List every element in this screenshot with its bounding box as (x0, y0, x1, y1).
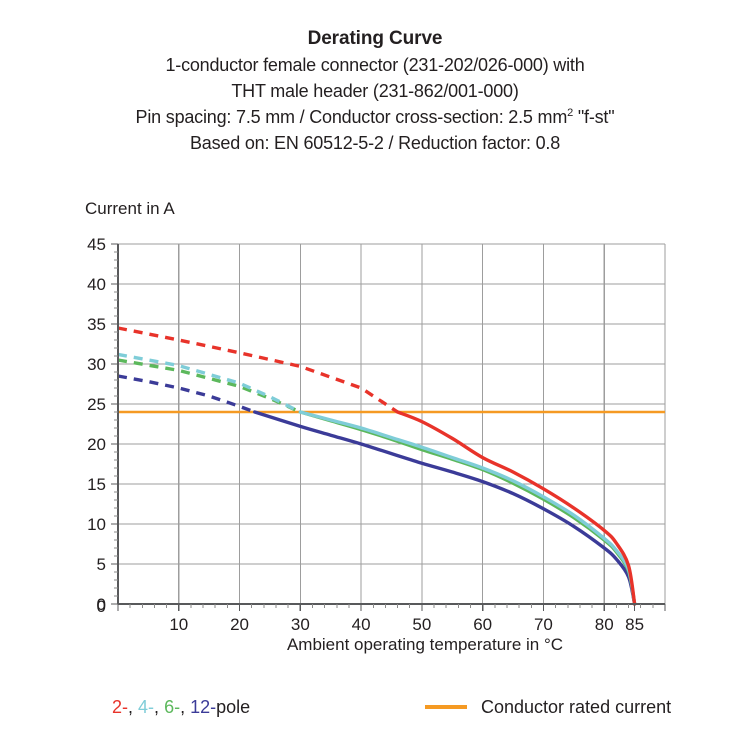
legend-pole-6: 6- (164, 697, 181, 717)
y-axis-label: Current in A (85, 199, 175, 218)
legend-pole-suffix: pole (216, 697, 251, 717)
series-solid-4-pole (298, 410, 637, 606)
x-tick-label: 70 (534, 615, 553, 634)
page-title: Derating Curve (307, 28, 443, 49)
legend-rated-current: Conductor rated current (425, 694, 671, 720)
series-dashed-4-pole (117, 352, 302, 414)
x-tick-label: 85 (625, 615, 644, 634)
y-tick-label: 40 (87, 275, 106, 294)
legend-poles: 2-, 4-, 6-, 12-pole (112, 694, 250, 720)
x-tick-label: 40 (352, 615, 371, 634)
title-line-2: 1-conductor female connector (231-202/02… (165, 55, 585, 75)
chart-title-block: Derating Curve 1-conductor female connec… (0, 26, 750, 156)
legend-pole-2: 2- (112, 697, 129, 717)
axis-layer (111, 243, 666, 611)
y-tick-label: 25 (87, 395, 106, 414)
title-line-3: THT male header (231-862/001-000) (231, 81, 519, 101)
y-tick-label: 10 (87, 515, 106, 534)
y-tick-label: 45 (87, 235, 106, 254)
x-tick-label: 80 (595, 615, 614, 634)
legend-separator: , (180, 697, 191, 717)
rated-current-line-swatch (425, 705, 467, 709)
chart-legend: 2-, 4-, 6-, 12-pole Conductor rated curr… (0, 694, 750, 728)
x-tick-label: 30 (291, 615, 310, 634)
x-axis-label: Ambient operating temperature in °C (286, 635, 564, 654)
legend-pole-4: 4- (138, 697, 155, 717)
x-tick-label: 50 (412, 615, 431, 634)
y-tick-label: 15 (87, 475, 106, 494)
title-line-5: Based on: EN 60512-5-2 / Reduction facto… (189, 133, 561, 153)
rated-current-label: Conductor rated current (481, 697, 672, 717)
title-line-4-superscript: 2 (567, 107, 574, 119)
series-dashed-2-pole (117, 326, 399, 414)
title-line-4: Pin spacing: 7.5 mm / Conductor cross-se… (0, 104, 750, 130)
grid-layer (118, 243, 666, 604)
x-tick-label: 10 (169, 615, 188, 634)
legend-separator: , (128, 697, 139, 717)
series-dashed-6-pole (117, 358, 302, 414)
series-dashed-12-pole (117, 374, 256, 414)
y-tick-label: 35 (87, 315, 106, 334)
y-tick-label: 5 (97, 555, 106, 574)
x-tick-label: 20 (230, 615, 249, 634)
series-layer (117, 326, 665, 606)
title-line-4-text: Pin spacing: 7.5 mm / Conductor cross-se… (135, 107, 568, 127)
series-solid-12-pole (253, 410, 637, 606)
x-origin-label: 0 (97, 597, 106, 616)
series-solid-2-pole (395, 410, 637, 606)
legend-separator: , (154, 697, 165, 717)
y-tick-label: 0 (97, 595, 106, 614)
title-line-4-suffix: "f-st" (573, 107, 615, 127)
y-tick-label: 30 (87, 355, 106, 374)
y-tick-label: 20 (87, 435, 106, 454)
x-tick-label: 60 (473, 615, 492, 634)
legend-pole-12: 12- (190, 697, 217, 717)
